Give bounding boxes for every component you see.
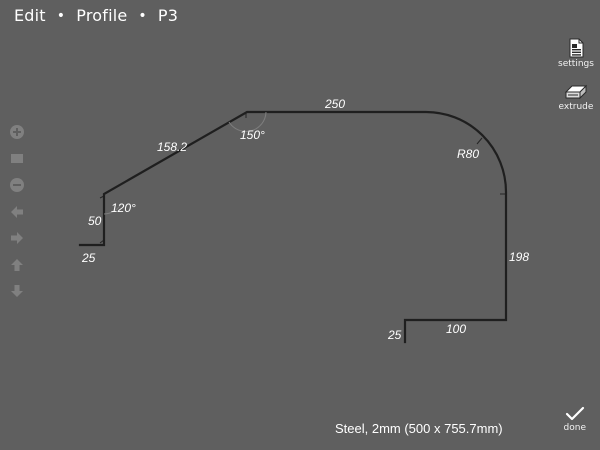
done-label: done [563, 423, 586, 433]
angle-label[interactable]: 120° [111, 201, 136, 215]
extrude-label: extrude [558, 102, 594, 112]
settings-button[interactable]: settings [556, 38, 596, 69]
radius-label[interactable]: R80 [457, 147, 479, 161]
extrude-button[interactable]: extrude [556, 83, 596, 112]
dimension-label[interactable]: 158.2 [157, 140, 187, 154]
dimension-label[interactable]: 50 [88, 214, 102, 228]
view-toolbar [8, 123, 26, 309]
pan-left-button[interactable] [8, 203, 26, 221]
zoom-out-button[interactable] [8, 176, 26, 194]
arrow-up-icon [11, 258, 23, 271]
checkmark-icon [565, 406, 584, 421]
done-button[interactable]: done [564, 406, 586, 433]
angle-label[interactable]: 150° [240, 128, 265, 142]
segment-tick [99, 239, 105, 244]
dimension-label[interactable]: 250 [324, 97, 345, 111]
material-status: Steel, 2mm (500 x 755.7mm) [335, 421, 503, 436]
dimension-label[interactable]: 25 [387, 328, 402, 342]
zoom-in-button[interactable] [8, 123, 26, 141]
breadcrumb-separator: • [56, 7, 66, 24]
segment-tick [476, 137, 483, 145]
segment-tick [99, 195, 105, 199]
angle-arc [103, 203, 122, 215]
pan-right-button[interactable] [8, 229, 26, 247]
dimension-label[interactable]: 100 [446, 322, 466, 336]
extrude-icon [564, 84, 588, 100]
dimension-label[interactable]: 198 [509, 250, 529, 264]
action-toolbar: settings extrude [556, 38, 596, 126]
dimension-label[interactable]: 25 [81, 251, 96, 265]
pan-up-button[interactable] [8, 256, 26, 274]
zoom-out-icon [10, 178, 24, 192]
pan-down-button[interactable] [8, 282, 26, 300]
settings-document-icon [569, 38, 584, 58]
angle-arc [228, 111, 267, 132]
breadcrumb-current: P3 [157, 6, 179, 25]
arrow-right-icon [11, 232, 23, 244]
zoom-in-icon [10, 125, 24, 139]
fit-view-button[interactable] [8, 150, 26, 168]
breadcrumb-profile[interactable]: Profile [76, 6, 128, 25]
fit-view-icon [11, 153, 23, 163]
arrow-down-icon [11, 285, 23, 297]
breadcrumb-separator: • [138, 7, 147, 24]
arrow-left-icon [11, 205, 23, 218]
breadcrumb: Edit • Profile • P3 [14, 6, 178, 25]
settings-label: settings [558, 59, 594, 69]
profile-line[interactable] [78, 110, 508, 344]
breadcrumb-edit[interactable]: Edit [14, 6, 46, 25]
